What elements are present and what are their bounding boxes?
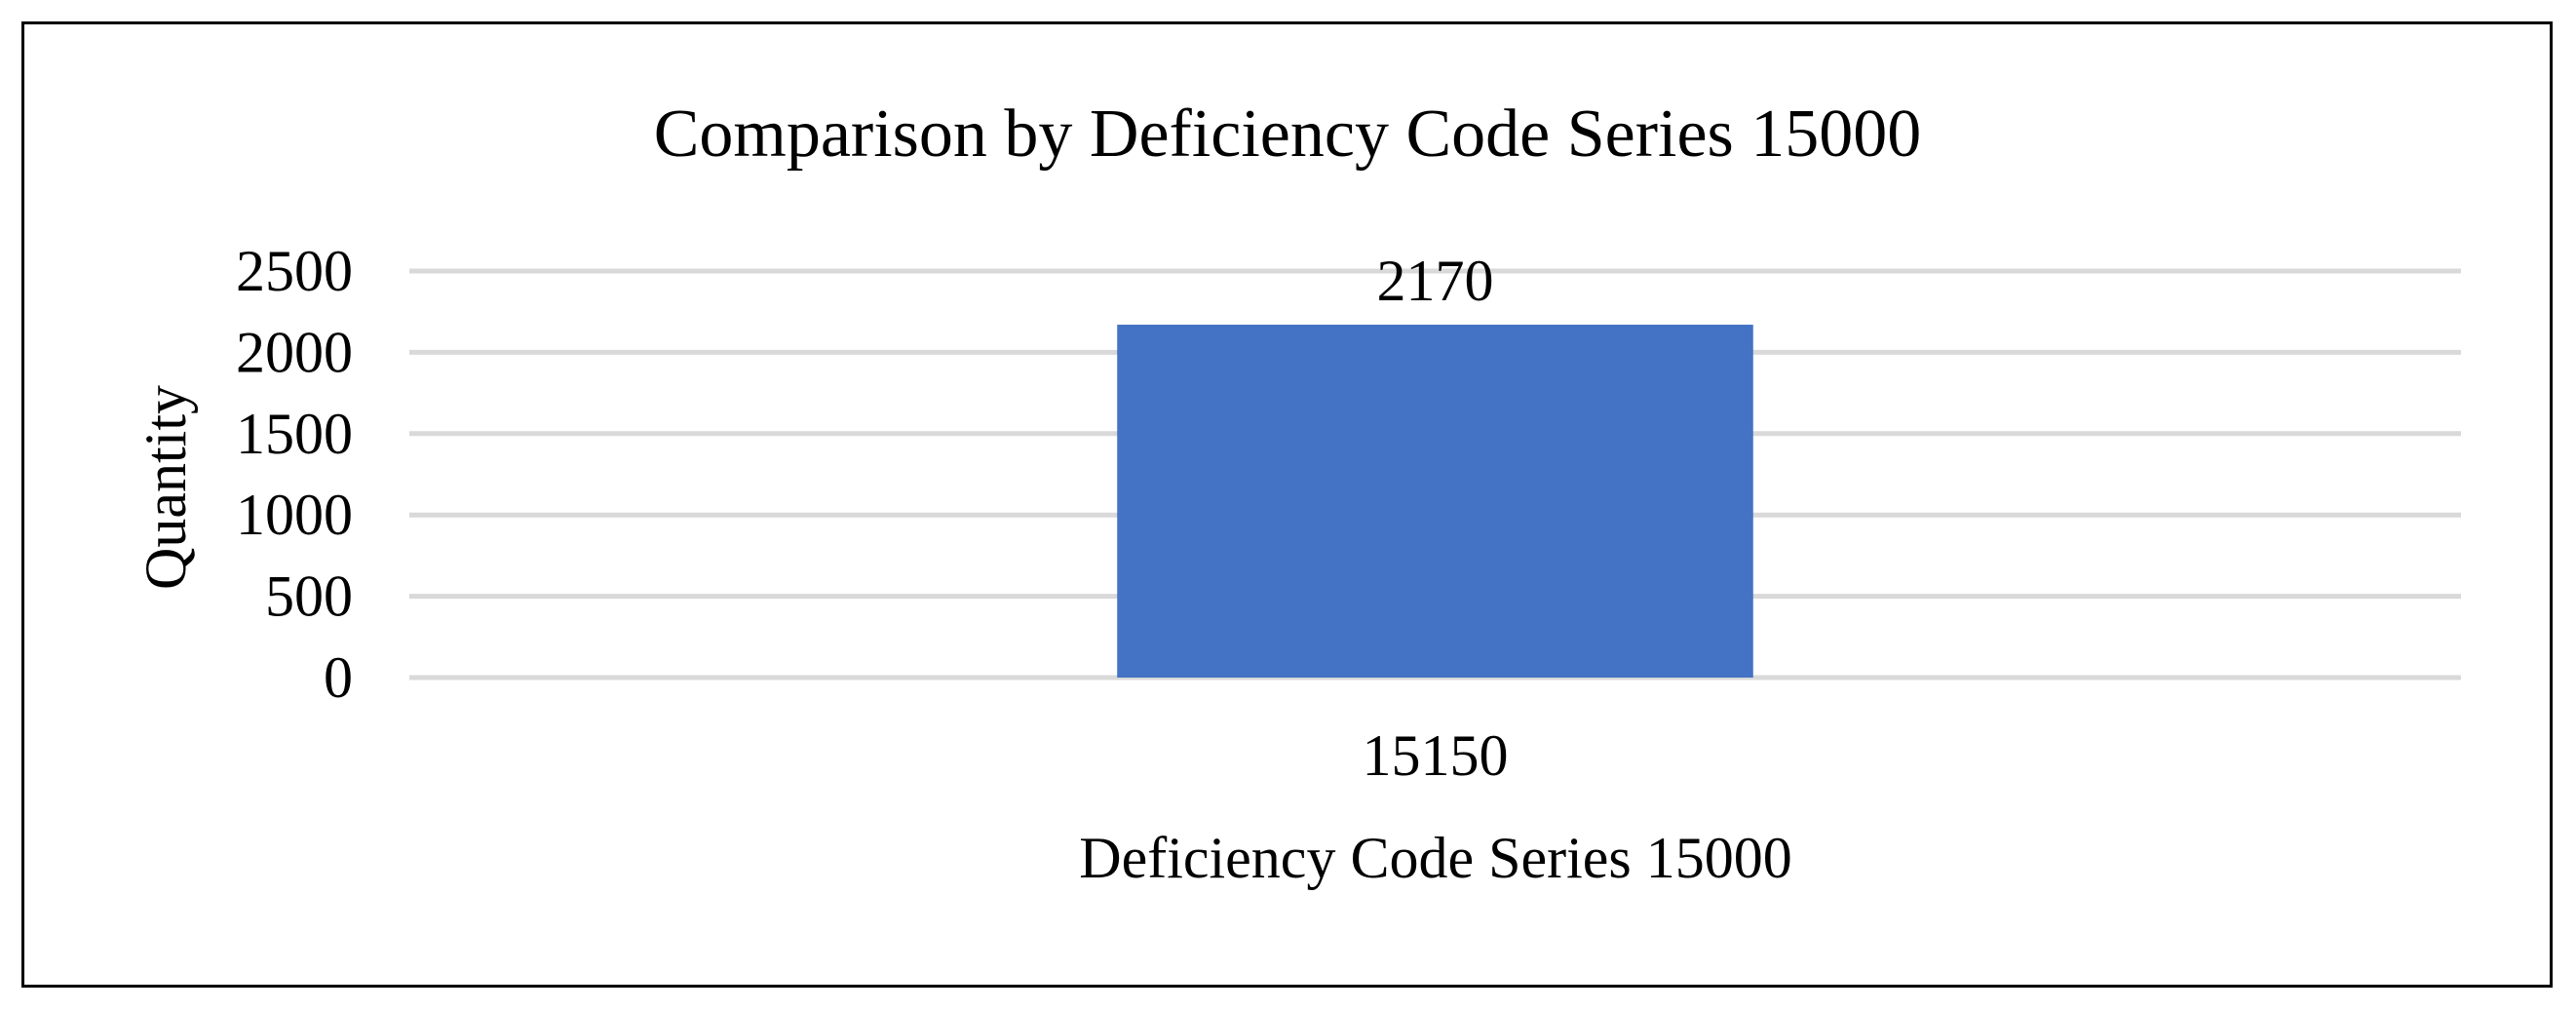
y-axis-ticks: 0 500 1000 1500 2000 2500 [236,239,353,710]
y-tick-label: 0 [324,645,353,710]
data-labels: 2170 [1377,249,1494,313]
y-tick-label: 2000 [236,320,353,384]
y-tick-label: 2500 [236,239,353,303]
x-axis-label: Deficiency Code Series 15000 [1079,826,1791,890]
y-tick-label: 500 [265,564,353,629]
y-tick-label: 1500 [236,402,353,466]
x-tick-label-15150: 15150 [1363,723,1509,788]
x-axis-ticks: 15150 [1363,723,1509,788]
y-tick-label: 1000 [236,483,353,547]
chart-title: Comparison by Deficiency Code Series 150… [654,97,1922,172]
y-axis-label: Quantity [134,385,198,590]
bars [1117,325,1753,678]
data-label-15150: 2170 [1377,249,1494,313]
bar-15150 [1117,325,1753,678]
